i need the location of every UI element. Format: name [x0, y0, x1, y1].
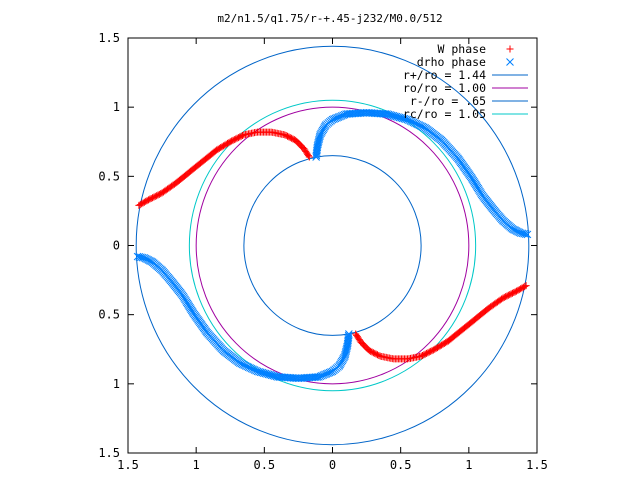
x-tick-label: 1.5 — [526, 458, 548, 472]
data-markers — [133, 108, 532, 383]
drho-phase-point — [342, 344, 351, 353]
drho-phase-point — [275, 373, 284, 381]
circle-ro — [195, 106, 470, 385]
drho-phase-point — [342, 347, 350, 356]
circle-r- — [135, 45, 530, 446]
legend-label: r-/ro = .65 — [410, 94, 486, 108]
y-tick-label: 1 — [113, 100, 120, 114]
circle-r- — [243, 155, 422, 336]
x-tick-label: 0.5 — [390, 458, 412, 472]
x-tick-label: 1 — [193, 458, 200, 472]
chart-title: m2/n1.5/q1.75/r-+.45-j232/M0.0/512 — [217, 12, 442, 25]
drho-phase-point — [314, 140, 322, 149]
w-phase-point — [304, 152, 312, 160]
drho-phase-point — [523, 230, 532, 239]
w-phase-point — [506, 45, 514, 53]
w-phase-point — [352, 330, 360, 338]
y-tick-label: 0.5 — [98, 169, 120, 183]
legend-label: drho phase — [417, 55, 486, 69]
reference-circles — [135, 45, 530, 446]
w-phase-point — [305, 153, 313, 161]
legend-label: r+/ro = 1.44 — [403, 68, 486, 82]
w-phase-point — [418, 351, 426, 359]
y-tick-label: 1.5 — [98, 31, 120, 45]
drho-phase-series — [133, 108, 532, 383]
x-tick-label: 0.5 — [253, 458, 275, 472]
w-phase-point — [239, 132, 247, 140]
y-tick-label: 0.5 — [98, 308, 120, 322]
drho-phase-point — [315, 134, 324, 142]
drho-phase-point — [342, 345, 351, 354]
drho-phase-point — [343, 339, 352, 348]
circle-rc — [188, 99, 477, 392]
drho-phase-point — [313, 142, 322, 150]
drho-phase-point — [381, 110, 390, 118]
y-tick-label: 0 — [113, 239, 120, 253]
y-tick-label: 1 — [113, 377, 120, 391]
drho-phase-point — [340, 110, 349, 119]
x-tick-label: 1.5 — [117, 458, 139, 472]
drho-phase-point — [521, 230, 530, 238]
drho-phase-point — [343, 341, 352, 349]
drho-phase-point — [313, 143, 322, 152]
legend-label: rc/ro = 1.05 — [403, 107, 486, 121]
x-tick-label: 1 — [465, 458, 472, 472]
legend-label: W phase — [438, 42, 487, 56]
y-tick-label: 1.5 — [98, 446, 120, 460]
drho-phase-point — [316, 372, 325, 381]
drho-phase-point — [315, 135, 323, 144]
axis-ticks: 1.5 1 0.5 0 0.5 1 1.51.510.500.511.5 — [98, 31, 548, 472]
drho-phase-point — [341, 349, 350, 357]
drho-phase-point — [506, 58, 514, 66]
x-tick-label: 0 — [329, 458, 336, 472]
legend-label: ro/ro = 1.00 — [403, 81, 486, 95]
drho-phase-point — [135, 253, 144, 261]
drho-phase-point — [343, 342, 351, 351]
w-phase-series — [135, 128, 530, 363]
w-phase-point — [353, 331, 361, 339]
drho-phase-point — [314, 137, 323, 146]
drho-phase-point — [314, 138, 323, 147]
drho-phase-point — [133, 252, 142, 261]
